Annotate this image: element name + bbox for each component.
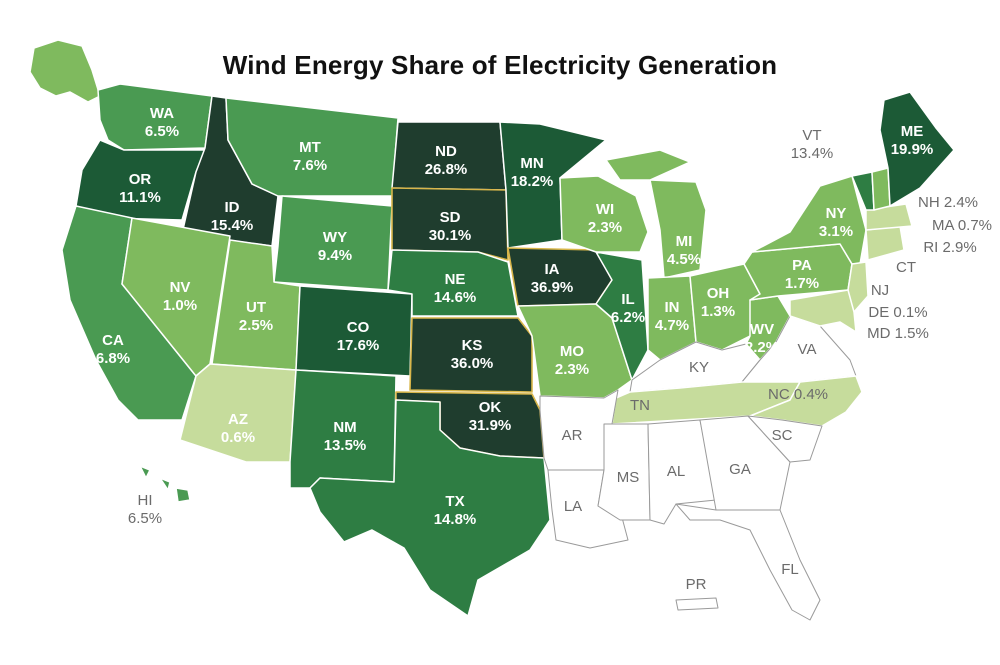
state-ia[interactable]	[507, 247, 613, 307]
state-nh[interactable]	[871, 167, 891, 211]
label-ut: UT 2.5%	[239, 299, 273, 334]
state-ks[interactable]	[409, 317, 533, 393]
label-oh: OH 1.3%	[701, 285, 735, 320]
label-ky: KY	[689, 359, 709, 376]
label-nv: NV 1.0%	[163, 279, 197, 314]
label-tx: TX 14.8%	[434, 493, 477, 528]
label-mo: MO 2.3%	[555, 343, 589, 378]
label-nh: NH 2.4%	[918, 194, 978, 211]
state-pr[interactable]	[675, 597, 719, 611]
state-ne[interactable]	[387, 249, 519, 317]
label-id: ID 15.4%	[211, 199, 254, 234]
map-title: Wind Energy Share of Electricity Generat…	[222, 50, 778, 80]
label-or: OR 11.1%	[119, 171, 161, 206]
state-or[interactable]	[75, 139, 206, 221]
label-mt: MT 7.6%	[293, 139, 327, 174]
label-wy: WY 9.4%	[318, 229, 352, 264]
label-va: VA	[798, 341, 817, 358]
state-wi[interactable]	[559, 175, 649, 253]
state-hi[interactable]	[139, 465, 191, 503]
state-ct[interactable]	[865, 225, 905, 261]
label-ny: NY 3.1%	[819, 205, 853, 240]
label-nm: NM 13.5%	[324, 419, 367, 454]
label-vt: VT 13.4%	[791, 127, 834, 162]
label-wv: WV 2.2%	[745, 321, 779, 356]
label-md: MD 1.5%	[867, 325, 929, 342]
label-ca: CA 6.8%	[96, 332, 130, 367]
label-nc: NC 0.4%	[768, 386, 828, 403]
state-labels: WA 6.5% OR 11.1% CA 6.8% ID 15.4% NV 1.0% MT 7…	[96, 105, 992, 593]
label-ma: MA 0.7%	[932, 217, 992, 234]
label-mn: MN 18.2%	[511, 155, 554, 190]
state-ma[interactable]	[865, 203, 913, 231]
label-az: AZ 0.6%	[221, 411, 255, 446]
label-ga: GA	[729, 461, 751, 478]
label-de: DE 0.1%	[868, 304, 927, 321]
state-sd[interactable]	[391, 187, 509, 261]
label-la: LA	[564, 498, 582, 515]
label-wa: WA 6.5%	[145, 105, 179, 140]
label-ok: OK 31.9%	[469, 399, 512, 434]
label-ne: NE 14.6%	[434, 271, 477, 306]
label-wi: WI 2.3%	[588, 201, 622, 236]
label-il: IL 6.2%	[611, 291, 645, 326]
label-pr: PR	[686, 576, 707, 593]
label-ms: MS	[617, 469, 640, 486]
label-tn: TN	[630, 397, 650, 414]
state-md[interactable]	[789, 289, 857, 333]
label-co: CO 17.6%	[337, 319, 380, 354]
label-fl: FL	[781, 561, 799, 578]
label-me: ME 19.9%	[891, 123, 934, 158]
state-wy[interactable]	[273, 195, 393, 291]
label-pa: PA 1.7%	[785, 257, 819, 292]
label-mi: MI 4.5%	[667, 233, 701, 268]
label-hi: HI 6.5%	[128, 492, 162, 527]
state-ak[interactable]	[29, 39, 101, 103]
state-mi[interactable]	[605, 149, 707, 279]
label-ct: CT	[896, 259, 916, 276]
label-in: IN 4.7%	[655, 299, 689, 334]
label-sd: SD 30.1%	[429, 209, 472, 244]
label-ar: AR	[562, 427, 583, 444]
state-wa[interactable]	[97, 83, 213, 151]
state-me[interactable]	[879, 91, 955, 207]
state-il[interactable]	[595, 251, 649, 381]
label-nj: NJ	[871, 282, 889, 299]
label-ks: KS 36.0%	[451, 337, 494, 372]
state-ga[interactable]	[699, 415, 791, 511]
label-nd: ND 26.8%	[425, 143, 468, 178]
state-shapes	[29, 39, 955, 621]
state-tx[interactable]	[309, 399, 551, 617]
label-sc: SC	[772, 427, 793, 444]
label-al: AL	[667, 463, 685, 480]
state-sc[interactable]	[747, 415, 823, 463]
label-ia: IA 36.9%	[531, 261, 574, 296]
label-ri: RI 2.9%	[923, 239, 976, 256]
state-fl[interactable]	[675, 503, 821, 621]
